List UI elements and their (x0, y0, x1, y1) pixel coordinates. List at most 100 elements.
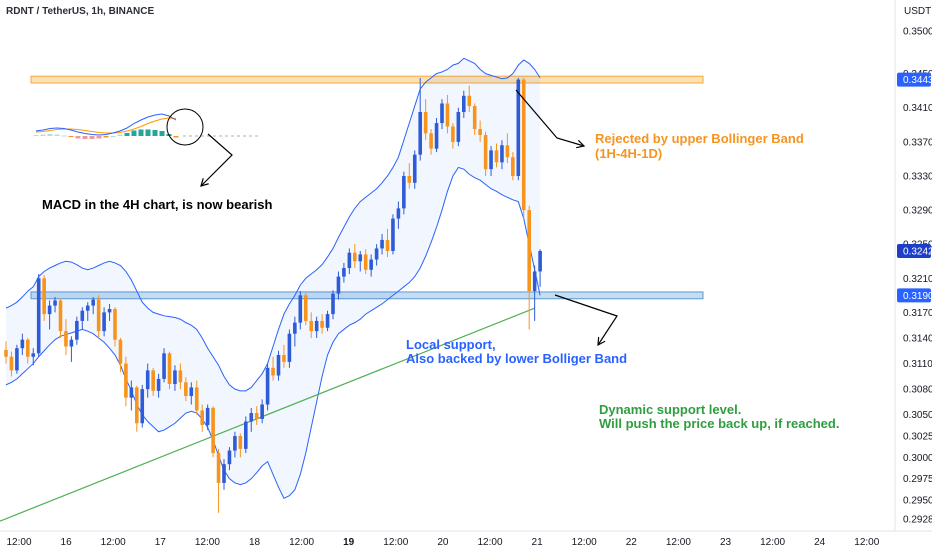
candle[interactable] (167, 351, 172, 390)
candle[interactable] (107, 303, 112, 321)
candle[interactable] (26, 337, 30, 364)
candle[interactable] (527, 205, 531, 330)
candle[interactable] (467, 85, 472, 113)
candle[interactable] (85, 302, 90, 321)
candle[interactable] (69, 336, 74, 362)
candle[interactable] (282, 344, 286, 368)
candle[interactable] (363, 249, 368, 275)
candle[interactable] (462, 90, 466, 118)
candle[interactable] (385, 228, 390, 257)
candle[interactable] (483, 131, 488, 176)
candle[interactable] (75, 316, 79, 345)
candle[interactable] (456, 107, 461, 147)
candle[interactable] (205, 404, 210, 431)
candle[interactable] (9, 351, 14, 377)
candle[interactable] (521, 77, 526, 219)
candle[interactable] (118, 337, 123, 373)
candle[interactable] (244, 416, 248, 454)
candle[interactable] (102, 307, 106, 337)
candle[interactable] (402, 171, 406, 215)
candle[interactable] (331, 290, 335, 320)
candle[interactable] (91, 297, 95, 315)
support-arrow[interactable] (554, 294, 618, 347)
candle[interactable] (353, 244, 357, 269)
candle[interactable] (96, 295, 101, 338)
time-axis[interactable]: 12:00 16 12:00 17 12:00 18 12:00 19 12:00 20 12:00… (6, 537, 879, 548)
candle[interactable] (254, 406, 259, 425)
candle[interactable] (58, 298, 63, 338)
rejection-arrow[interactable] (515, 89, 586, 149)
candle[interactable] (538, 249, 542, 287)
candle[interactable] (489, 146, 493, 176)
candle[interactable] (162, 348, 166, 383)
candle[interactable] (429, 129, 433, 155)
candle[interactable] (434, 117, 439, 153)
support-zone[interactable] (30, 291, 704, 300)
macd-highlight-circle[interactable] (166, 108, 204, 146)
candle[interactable] (15, 344, 19, 374)
candle[interactable] (347, 248, 352, 275)
candle[interactable] (140, 384, 145, 428)
candle[interactable] (505, 133, 510, 164)
candle[interactable] (374, 244, 379, 266)
candle[interactable] (31, 348, 36, 366)
candle[interactable] (20, 333, 25, 356)
candle[interactable] (265, 363, 270, 411)
candle[interactable] (445, 94, 450, 134)
candle[interactable] (342, 262, 346, 283)
candle[interactable] (298, 291, 303, 330)
candle[interactable] (211, 406, 215, 458)
candle[interactable] (472, 103, 477, 136)
candle[interactable] (260, 399, 264, 424)
candle[interactable] (423, 99, 428, 141)
resistance-zone[interactable] (30, 75, 704, 84)
bollinger-upper-line[interactable] (5, 57, 541, 392)
candle[interactable] (358, 251, 363, 272)
candle[interactable] (184, 377, 188, 402)
candle[interactable] (53, 297, 57, 313)
candle[interactable] (47, 300, 52, 330)
candle[interactable] (412, 150, 417, 189)
candle[interactable] (440, 99, 444, 130)
candle[interactable] (4, 341, 8, 364)
candle[interactable] (500, 140, 504, 170)
candle[interactable] (418, 77, 422, 161)
dynamic-support-trendline[interactable] (0, 307, 535, 522)
price-axis[interactable]: 0.35000.34500.34100.33700.33300.32900.32… (897, 27, 932, 526)
candle[interactable] (494, 143, 499, 168)
candle[interactable] (287, 329, 292, 368)
candle[interactable] (124, 356, 128, 407)
candle[interactable] (173, 365, 177, 391)
candle[interactable] (222, 459, 226, 490)
candle[interactable] (238, 433, 243, 458)
candle[interactable] (36, 274, 41, 357)
candle[interactable] (511, 152, 515, 181)
candle[interactable] (320, 314, 324, 334)
candle[interactable] (532, 265, 537, 321)
candle[interactable] (156, 373, 161, 398)
candle[interactable] (271, 356, 275, 381)
candle[interactable] (478, 120, 482, 142)
candle[interactable] (303, 291, 308, 326)
candle[interactable] (145, 363, 150, 398)
candle[interactable] (113, 307, 117, 347)
candle[interactable] (293, 316, 297, 347)
candle[interactable] (407, 163, 412, 189)
candle[interactable] (336, 271, 341, 300)
candle[interactable] (216, 448, 221, 513)
candle[interactable] (516, 77, 521, 181)
candle[interactable] (80, 307, 85, 330)
candle[interactable] (391, 214, 395, 255)
bollinger-lower-line[interactable] (5, 166, 541, 499)
candle[interactable] (178, 363, 183, 390)
candle[interactable] (200, 404, 204, 432)
candle[interactable] (380, 233, 384, 255)
candle[interactable] (227, 447, 232, 471)
candle[interactable] (135, 385, 139, 432)
candle[interactable] (309, 312, 313, 338)
candle[interactable] (151, 367, 155, 396)
candle[interactable] (129, 380, 134, 411)
candle[interactable] (64, 319, 68, 356)
candle[interactable] (42, 274, 46, 321)
